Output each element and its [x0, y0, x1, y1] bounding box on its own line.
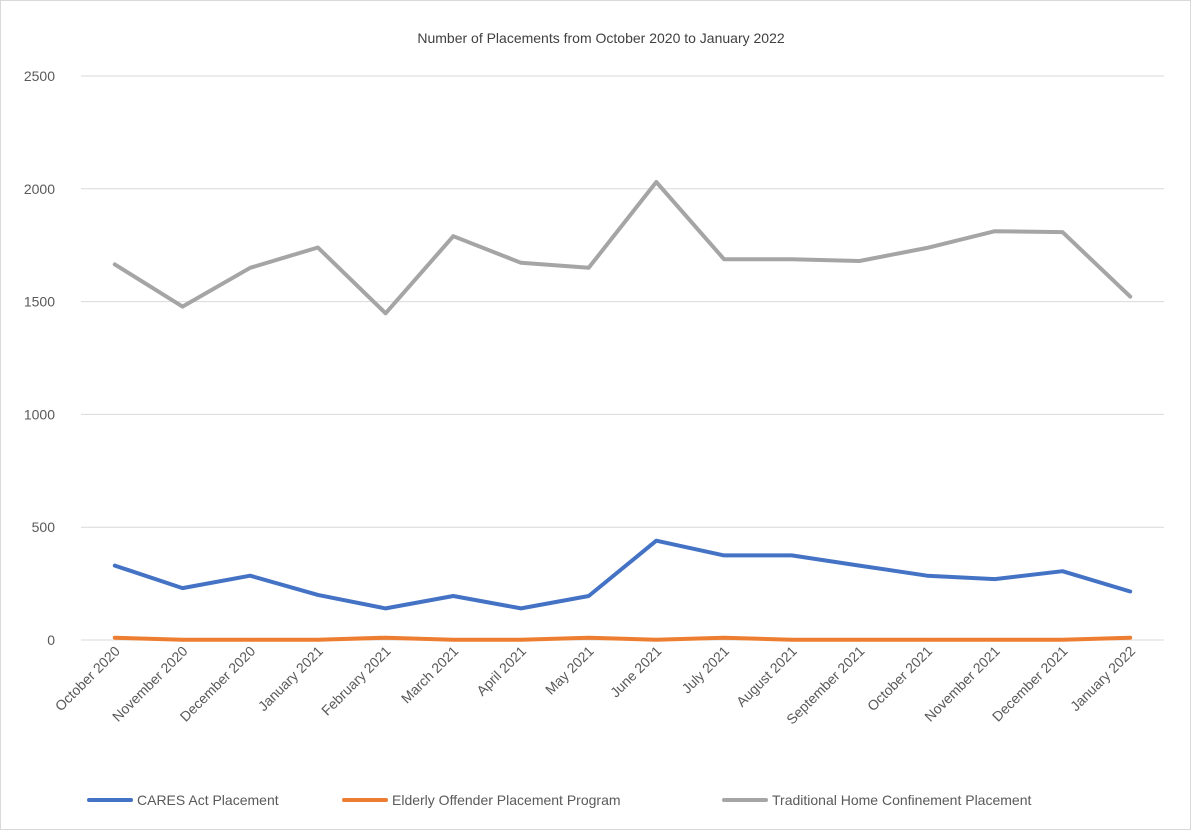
data-point	[993, 638, 997, 642]
x-tick-label: February 2021	[318, 643, 394, 719]
data-point	[451, 234, 455, 238]
x-tick-label: October 2020	[52, 643, 123, 714]
x-tick-label: July 2021	[678, 643, 732, 697]
chart-title: Number of Placements from October 2020 t…	[417, 30, 785, 46]
data-point	[1128, 636, 1132, 640]
data-point	[181, 305, 185, 309]
x-tick-label: June 2021	[607, 643, 665, 701]
data-point	[316, 593, 320, 597]
legend-label: Elderly Offender Placement Program	[392, 792, 621, 808]
series-line	[112, 180, 1133, 316]
data-point	[113, 564, 117, 568]
data-point	[1060, 230, 1064, 234]
y-tick-label: 1500	[24, 294, 55, 310]
data-point	[451, 594, 455, 598]
data-point	[654, 180, 658, 184]
data-point	[925, 638, 929, 642]
data-point	[993, 229, 997, 233]
y-axis-tick-labels: 0 500 1000 1500 2000 2500	[24, 68, 55, 648]
data-point	[519, 261, 523, 265]
y-tick-label: 1000	[24, 406, 55, 422]
series-line	[112, 635, 1133, 642]
y-tick-label: 2500	[24, 68, 55, 84]
data-point	[1060, 569, 1064, 573]
data-point	[857, 564, 861, 568]
data-point	[1128, 589, 1132, 593]
data-point	[722, 553, 726, 557]
data-point	[248, 266, 252, 270]
x-tick-label: January 2022	[1067, 643, 1138, 714]
data-point	[519, 638, 523, 642]
series-line	[112, 538, 1133, 611]
data-point	[722, 636, 726, 640]
data-point	[993, 577, 997, 581]
data-point	[519, 606, 523, 610]
y-tick-label: 500	[32, 519, 56, 535]
data-point	[925, 246, 929, 250]
data-point	[925, 574, 929, 578]
data-point	[316, 245, 320, 249]
data-point	[654, 638, 658, 642]
data-point	[384, 311, 388, 315]
data-point	[451, 638, 455, 642]
data-point	[722, 257, 726, 261]
series-lines	[112, 180, 1133, 642]
x-tick-label: March 2021	[398, 643, 462, 707]
data-point	[384, 606, 388, 610]
data-point	[857, 259, 861, 263]
data-point	[384, 636, 388, 640]
data-point	[316, 638, 320, 642]
data-point	[181, 638, 185, 642]
data-point	[1060, 638, 1064, 642]
legend-label: CARES Act Placement	[137, 792, 279, 808]
data-point	[790, 638, 794, 642]
x-tick-label: January 2021	[255, 643, 326, 714]
data-point	[113, 262, 117, 266]
gridlines	[81, 75, 1164, 528]
y-tick-label: 2000	[24, 181, 55, 197]
data-point	[587, 636, 591, 640]
data-point	[790, 553, 794, 557]
data-point	[181, 586, 185, 590]
x-tick-label: October 2021	[864, 643, 935, 714]
data-point	[248, 574, 252, 578]
y-tick-label: 0	[47, 632, 55, 648]
data-point	[857, 638, 861, 642]
data-point	[654, 539, 658, 543]
data-point	[587, 594, 591, 598]
legend-label: Traditional Home Confinement Placement	[772, 792, 1031, 808]
data-point	[790, 257, 794, 261]
data-point	[587, 266, 591, 270]
x-tick-label: August 2021	[733, 643, 800, 710]
legend: CARES Act Placement Elderly Offender Plac…	[87, 792, 1031, 808]
x-tick-label: May 2021	[542, 643, 597, 698]
data-point	[113, 636, 117, 640]
data-point	[1128, 295, 1132, 299]
x-tick-label: April 2021	[473, 643, 529, 699]
data-point	[248, 638, 252, 642]
